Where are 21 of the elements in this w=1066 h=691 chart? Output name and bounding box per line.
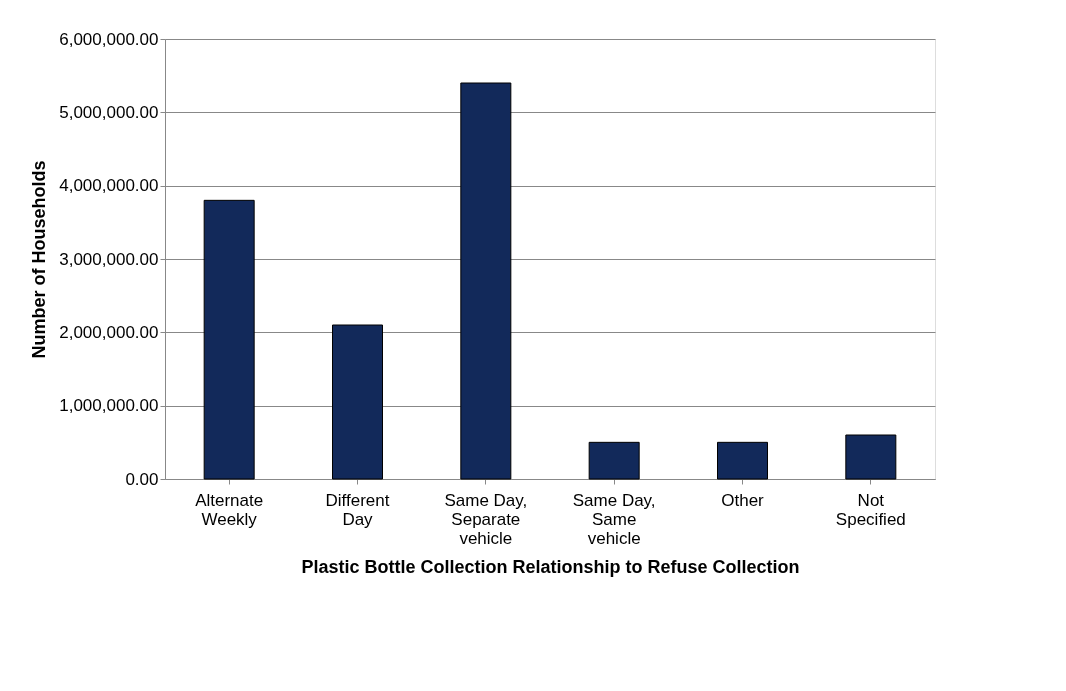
x-tick-label: Same Day, Separate vehicle [444,490,528,548]
bar [845,434,897,480]
y-tick-label: 4,000,000.00 [59,176,159,196]
x-tick-label: Alternate Weekly [195,490,264,529]
x-tick-label: Other [721,490,765,510]
y-tick-label: 0.00 [125,469,159,489]
y-axis-title: Number of Households [29,160,50,359]
x-tick-label: Different Day [325,490,390,529]
y-tick-label: 1,000,000.00 [59,396,159,416]
bar [717,441,768,480]
y-tick-label: 5,000,000.00 [59,102,159,122]
bar [460,82,512,480]
y-tick-label: 2,000,000.00 [59,322,159,342]
y-tick-label: 3,000,000.00 [59,249,159,269]
y-tick-label: 6,000,000.00 [59,29,159,49]
bar [203,199,255,480]
x-tick-label: Not Specified [835,490,906,529]
x-tick-label: Same Day, Same vehicle [572,490,656,548]
bar [332,324,383,480]
bar [588,441,640,480]
x-axis-title: Plastic Bottle Collection Relationship to Refuse Collection [301,556,800,577]
